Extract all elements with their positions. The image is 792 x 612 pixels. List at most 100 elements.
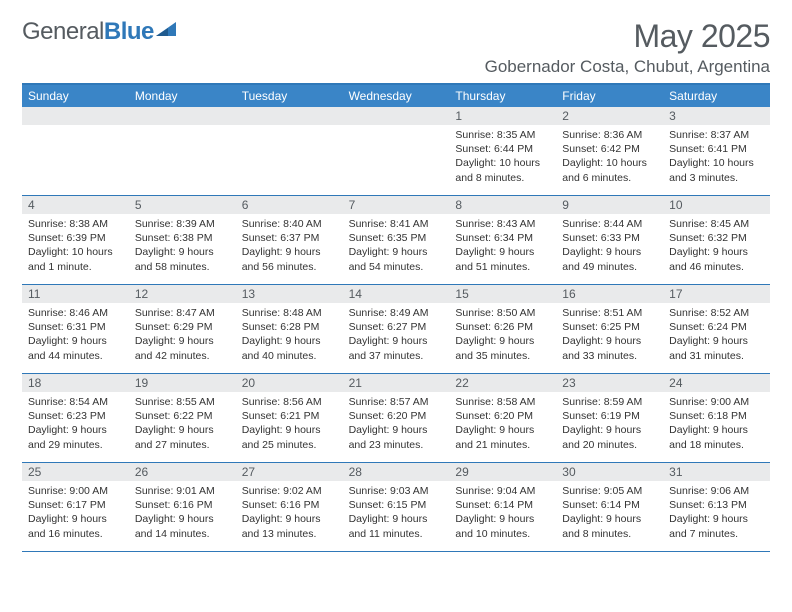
day-body: Sunrise: 8:46 AMSunset: 6:31 PMDaylight:… <box>22 303 129 367</box>
day-number: 10 <box>663 196 770 214</box>
day-body: Sunrise: 9:04 AMSunset: 6:14 PMDaylight:… <box>449 481 556 545</box>
day-body: Sunrise: 9:03 AMSunset: 6:15 PMDaylight:… <box>343 481 450 545</box>
day-number: 24 <box>663 374 770 392</box>
day-cell: 19Sunrise: 8:55 AMSunset: 6:22 PMDayligh… <box>129 374 236 462</box>
day-number: 29 <box>449 463 556 481</box>
day-cell: 26Sunrise: 9:01 AMSunset: 6:16 PMDayligh… <box>129 463 236 551</box>
day-body <box>236 125 343 132</box>
day-cell: 31Sunrise: 9:06 AMSunset: 6:13 PMDayligh… <box>663 463 770 551</box>
day-body: Sunrise: 8:51 AMSunset: 6:25 PMDaylight:… <box>556 303 663 367</box>
day-number: 23 <box>556 374 663 392</box>
day-number: 11 <box>22 285 129 303</box>
day-body: Sunrise: 8:39 AMSunset: 6:38 PMDaylight:… <box>129 214 236 278</box>
day-number: 30 <box>556 463 663 481</box>
day-cell: 17Sunrise: 8:52 AMSunset: 6:24 PMDayligh… <box>663 285 770 373</box>
day-cell: 13Sunrise: 8:48 AMSunset: 6:28 PMDayligh… <box>236 285 343 373</box>
day-cell: 15Sunrise: 8:50 AMSunset: 6:26 PMDayligh… <box>449 285 556 373</box>
day-cell: 1Sunrise: 8:35 AMSunset: 6:44 PMDaylight… <box>449 107 556 195</box>
location: Gobernador Costa, Chubut, Argentina <box>485 57 770 77</box>
day-cell <box>129 107 236 195</box>
logo-accent: Blue <box>104 18 154 45</box>
day-body: Sunrise: 9:00 AMSunset: 6:17 PMDaylight:… <box>22 481 129 545</box>
day-number: 2 <box>556 107 663 125</box>
day-body <box>129 125 236 132</box>
day-cell: 3Sunrise: 8:37 AMSunset: 6:41 PMDaylight… <box>663 107 770 195</box>
day-body: Sunrise: 8:56 AMSunset: 6:21 PMDaylight:… <box>236 392 343 456</box>
day-body: Sunrise: 8:41 AMSunset: 6:35 PMDaylight:… <box>343 214 450 278</box>
day-body: Sunrise: 8:50 AMSunset: 6:26 PMDaylight:… <box>449 303 556 367</box>
day-number: 28 <box>343 463 450 481</box>
day-body: Sunrise: 8:49 AMSunset: 6:27 PMDaylight:… <box>343 303 450 367</box>
day-body: Sunrise: 8:35 AMSunset: 6:44 PMDaylight:… <box>449 125 556 189</box>
week-row: 11Sunrise: 8:46 AMSunset: 6:31 PMDayligh… <box>22 285 770 374</box>
day-cell: 16Sunrise: 8:51 AMSunset: 6:25 PMDayligh… <box>556 285 663 373</box>
logo-name: General <box>22 18 104 45</box>
day-number: 13 <box>236 285 343 303</box>
week-row: 25Sunrise: 9:00 AMSunset: 6:17 PMDayligh… <box>22 463 770 552</box>
weeks-container: 1Sunrise: 8:35 AMSunset: 6:44 PMDaylight… <box>22 107 770 552</box>
day-number: 25 <box>22 463 129 481</box>
day-cell: 25Sunrise: 9:00 AMSunset: 6:17 PMDayligh… <box>22 463 129 551</box>
day-number: 15 <box>449 285 556 303</box>
day-number <box>236 107 343 125</box>
day-number: 7 <box>343 196 450 214</box>
day-body: Sunrise: 8:40 AMSunset: 6:37 PMDaylight:… <box>236 214 343 278</box>
day-number: 20 <box>236 374 343 392</box>
day-body: Sunrise: 8:47 AMSunset: 6:29 PMDaylight:… <box>129 303 236 367</box>
day-body: Sunrise: 8:58 AMSunset: 6:20 PMDaylight:… <box>449 392 556 456</box>
week-row: 4Sunrise: 8:38 AMSunset: 6:39 PMDaylight… <box>22 196 770 285</box>
day-header-row: SundayMondayTuesdayWednesdayThursdayFrid… <box>22 85 770 107</box>
day-cell: 6Sunrise: 8:40 AMSunset: 6:37 PMDaylight… <box>236 196 343 284</box>
day-body: Sunrise: 8:57 AMSunset: 6:20 PMDaylight:… <box>343 392 450 456</box>
day-cell: 22Sunrise: 8:58 AMSunset: 6:20 PMDayligh… <box>449 374 556 462</box>
day-header: Friday <box>556 85 663 107</box>
week-row: 18Sunrise: 8:54 AMSunset: 6:23 PMDayligh… <box>22 374 770 463</box>
day-body: Sunrise: 9:06 AMSunset: 6:13 PMDaylight:… <box>663 481 770 545</box>
day-header: Thursday <box>449 85 556 107</box>
day-body: Sunrise: 8:54 AMSunset: 6:23 PMDaylight:… <box>22 392 129 456</box>
day-cell: 10Sunrise: 8:45 AMSunset: 6:32 PMDayligh… <box>663 196 770 284</box>
day-cell: 27Sunrise: 9:02 AMSunset: 6:16 PMDayligh… <box>236 463 343 551</box>
day-body: Sunrise: 8:44 AMSunset: 6:33 PMDaylight:… <box>556 214 663 278</box>
day-number <box>343 107 450 125</box>
day-number: 1 <box>449 107 556 125</box>
day-cell: 14Sunrise: 8:49 AMSunset: 6:27 PMDayligh… <box>343 285 450 373</box>
day-body: Sunrise: 8:55 AMSunset: 6:22 PMDaylight:… <box>129 392 236 456</box>
logo-text: GeneralBlue <box>22 18 154 46</box>
day-cell: 9Sunrise: 8:44 AMSunset: 6:33 PMDaylight… <box>556 196 663 284</box>
day-number: 21 <box>343 374 450 392</box>
month-title: May 2025 <box>485 18 770 55</box>
day-body <box>343 125 450 132</box>
day-body: Sunrise: 8:36 AMSunset: 6:42 PMDaylight:… <box>556 125 663 189</box>
triangle-icon <box>154 18 178 42</box>
day-cell: 4Sunrise: 8:38 AMSunset: 6:39 PMDaylight… <box>22 196 129 284</box>
day-cell: 8Sunrise: 8:43 AMSunset: 6:34 PMDaylight… <box>449 196 556 284</box>
day-number <box>129 107 236 125</box>
title-block: May 2025 Gobernador Costa, Chubut, Argen… <box>485 18 770 77</box>
day-number: 5 <box>129 196 236 214</box>
day-cell: 2Sunrise: 8:36 AMSunset: 6:42 PMDaylight… <box>556 107 663 195</box>
day-number: 12 <box>129 285 236 303</box>
day-number: 4 <box>22 196 129 214</box>
day-cell <box>236 107 343 195</box>
day-number: 3 <box>663 107 770 125</box>
week-row: 1Sunrise: 8:35 AMSunset: 6:44 PMDaylight… <box>22 107 770 196</box>
day-body: Sunrise: 9:01 AMSunset: 6:16 PMDaylight:… <box>129 481 236 545</box>
day-body: Sunrise: 9:00 AMSunset: 6:18 PMDaylight:… <box>663 392 770 456</box>
day-cell: 20Sunrise: 8:56 AMSunset: 6:21 PMDayligh… <box>236 374 343 462</box>
day-number: 19 <box>129 374 236 392</box>
day-body: Sunrise: 8:59 AMSunset: 6:19 PMDaylight:… <box>556 392 663 456</box>
day-number: 14 <box>343 285 450 303</box>
day-number: 26 <box>129 463 236 481</box>
day-cell: 24Sunrise: 9:00 AMSunset: 6:18 PMDayligh… <box>663 374 770 462</box>
day-cell: 18Sunrise: 8:54 AMSunset: 6:23 PMDayligh… <box>22 374 129 462</box>
day-body: Sunrise: 8:52 AMSunset: 6:24 PMDaylight:… <box>663 303 770 367</box>
day-header: Monday <box>129 85 236 107</box>
day-cell: 12Sunrise: 8:47 AMSunset: 6:29 PMDayligh… <box>129 285 236 373</box>
day-number: 16 <box>556 285 663 303</box>
day-cell: 11Sunrise: 8:46 AMSunset: 6:31 PMDayligh… <box>22 285 129 373</box>
day-number: 18 <box>22 374 129 392</box>
day-number: 27 <box>236 463 343 481</box>
day-body: Sunrise: 9:02 AMSunset: 6:16 PMDaylight:… <box>236 481 343 545</box>
calendar: SundayMondayTuesdayWednesdayThursdayFrid… <box>22 83 770 552</box>
